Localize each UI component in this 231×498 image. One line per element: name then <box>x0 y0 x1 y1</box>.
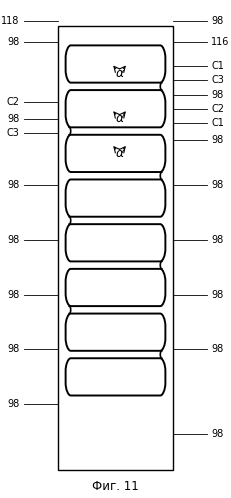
Text: $\alpha$: $\alpha$ <box>115 67 125 80</box>
Text: 98: 98 <box>211 344 223 354</box>
Text: $\alpha$: $\alpha$ <box>115 147 125 160</box>
Text: 98: 98 <box>211 290 223 300</box>
Text: C2: C2 <box>211 104 224 114</box>
Text: C3: C3 <box>7 128 20 138</box>
Bar <box>58 25 173 470</box>
Text: 98: 98 <box>8 290 20 300</box>
Text: 116: 116 <box>211 37 230 47</box>
Text: 98: 98 <box>8 344 20 354</box>
Text: 98: 98 <box>8 180 20 190</box>
Text: 98: 98 <box>8 114 20 124</box>
Text: C1: C1 <box>211 61 224 71</box>
Text: 98: 98 <box>211 180 223 190</box>
Text: 98: 98 <box>211 15 223 25</box>
Text: C3: C3 <box>211 75 224 85</box>
Text: 98: 98 <box>8 235 20 245</box>
Text: 118: 118 <box>1 15 20 25</box>
Text: 98: 98 <box>211 429 223 439</box>
Text: $\alpha$: $\alpha$ <box>115 113 125 125</box>
Text: C2: C2 <box>7 97 20 107</box>
Text: 98: 98 <box>211 235 223 245</box>
Text: Фиг. 11: Фиг. 11 <box>92 480 139 493</box>
Text: 98: 98 <box>8 37 20 47</box>
Text: 98: 98 <box>211 90 223 100</box>
Text: 98: 98 <box>8 399 20 409</box>
Text: C1: C1 <box>211 118 224 128</box>
Text: 98: 98 <box>211 135 223 145</box>
